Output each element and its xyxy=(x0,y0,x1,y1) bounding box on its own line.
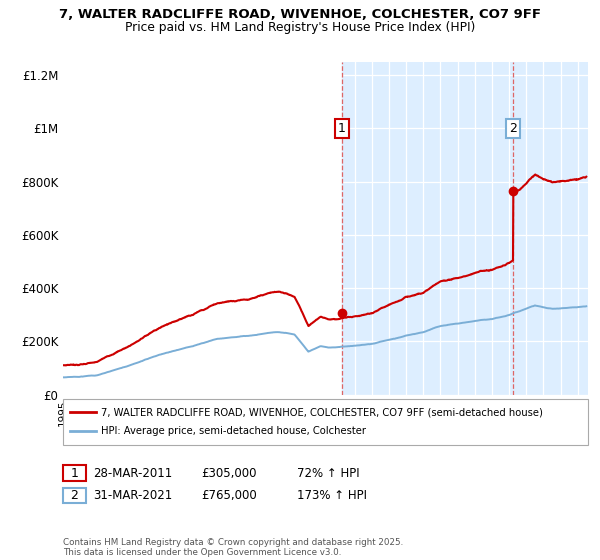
Text: 31-MAR-2021: 31-MAR-2021 xyxy=(93,489,172,502)
Text: 2: 2 xyxy=(509,122,517,135)
Text: £765,000: £765,000 xyxy=(201,489,257,502)
Text: 2: 2 xyxy=(70,489,79,502)
Text: £305,000: £305,000 xyxy=(201,466,257,480)
Text: Price paid vs. HM Land Registry's House Price Index (HPI): Price paid vs. HM Land Registry's House … xyxy=(125,21,475,34)
Text: HPI: Average price, semi-detached house, Colchester: HPI: Average price, semi-detached house,… xyxy=(101,426,366,436)
Text: Contains HM Land Registry data © Crown copyright and database right 2025.
This d: Contains HM Land Registry data © Crown c… xyxy=(63,538,403,557)
Text: 7, WALTER RADCLIFFE ROAD, WIVENHOE, COLCHESTER, CO7 9FF: 7, WALTER RADCLIFFE ROAD, WIVENHOE, COLC… xyxy=(59,8,541,21)
Text: 7, WALTER RADCLIFFE ROAD, WIVENHOE, COLCHESTER, CO7 9FF (semi-detached house): 7, WALTER RADCLIFFE ROAD, WIVENHOE, COLC… xyxy=(101,407,542,417)
Text: 1: 1 xyxy=(70,466,79,480)
Text: 72% ↑ HPI: 72% ↑ HPI xyxy=(297,466,359,480)
Text: 28-MAR-2011: 28-MAR-2011 xyxy=(93,466,172,480)
Text: 173% ↑ HPI: 173% ↑ HPI xyxy=(297,489,367,502)
Bar xyxy=(342,62,588,395)
Text: 1: 1 xyxy=(338,122,346,135)
